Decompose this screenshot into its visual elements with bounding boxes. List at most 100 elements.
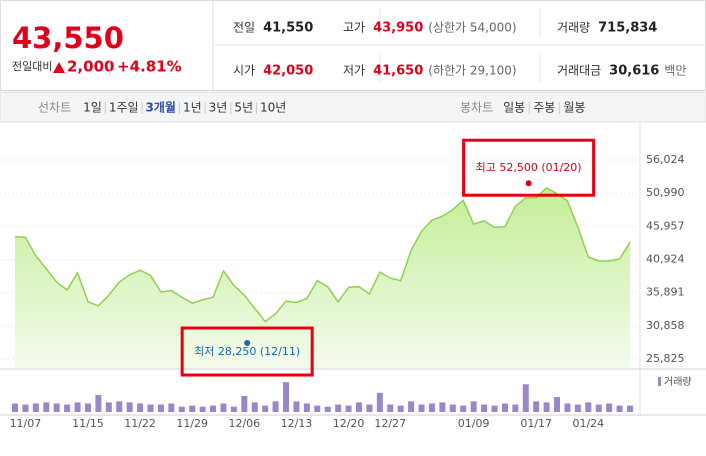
legend-label: 거래량 [664,376,692,388]
volume-bar [147,404,154,412]
volume-bar [43,402,50,412]
stat-label: 고가 [343,21,365,35]
volume-bar [408,401,415,412]
stat-note: (상한가 54,000) [428,21,516,35]
volume-bar [491,405,498,412]
volume-bar [512,404,519,412]
volume-bar [522,384,529,412]
up-icon [53,62,65,73]
period-tab[interactable]: 3개월 [146,100,176,115]
volume-bar [230,406,237,412]
volume-bar [32,403,39,412]
volume-bar [12,403,18,412]
stat-label: 시가 [233,64,255,78]
volume-bar [137,403,144,412]
volume-bar [157,404,164,412]
volume-bar [585,402,592,412]
stat-value: 715,834 [598,21,657,36]
stat-value: 30,616 [609,64,659,79]
candle-tab[interactable]: 주봉 [533,101,555,115]
volume-bar [314,405,321,412]
highlight-box [180,326,314,377]
volume-bar [418,404,425,412]
x-tick-label: 01/09 [458,417,490,430]
y-tick-label: 56,024 [646,153,685,166]
volume-bar [460,405,467,412]
volume-bar [95,394,102,412]
stat-note: 백만 [664,64,686,78]
volume-bar [22,404,29,412]
x-tick-label: 12/13 [281,417,313,430]
volume-bar [262,405,269,412]
x-tick-label: 12/20 [333,417,365,430]
x-tick-label: 11/07 [10,417,42,430]
volume-bar [241,396,248,412]
period-tab[interactable]: 3년 [209,101,228,115]
volume-bar [283,382,290,412]
volume-bar [554,397,561,412]
volume-bar [397,405,404,412]
y-tick-label: 45,957 [646,219,685,232]
candle-tab[interactable]: 월봉 [563,101,585,115]
x-tick-label: 12/27 [374,417,406,430]
stat-label: 전일 [233,21,255,35]
volume-bar [293,401,300,412]
volume-bar [126,402,133,412]
volume-bar [116,401,123,412]
y-tick-label: 30,858 [646,319,685,332]
stat-value: 43,950 [373,21,423,36]
period-tab[interactable]: 1년 [183,101,202,115]
volume-bar [178,406,185,412]
tab-bar [0,91,706,123]
volume-bar [324,406,331,412]
stat-value: 41,550 [263,21,313,36]
period-tab[interactable]: 1주일 [109,101,139,115]
stat-note: (하한가 29,100) [428,64,516,78]
volume-bar [345,405,352,412]
volume-bar [189,405,196,412]
volume-bar [335,404,342,412]
period-tab[interactable]: 1일 [83,101,102,115]
volume-bar [574,404,581,412]
extreme-label: 최고 52,500 (01/20) [476,161,582,174]
x-tick-label: 01/24 [572,417,604,430]
volume-bar [428,403,435,412]
volume-bar [439,402,446,412]
volume-bar [606,403,613,412]
tab-group-label: 봉차트 [460,101,493,115]
stat-value: 41,650 [373,64,423,79]
current-price: 43,550 [12,21,124,55]
period-tab[interactable]: 5년 [234,101,253,115]
volume-bar [481,404,488,412]
price-line [14,186,631,323]
volume-bar [272,401,279,412]
extreme-dot [525,180,532,187]
volume-bar [220,403,227,412]
price-area [15,187,630,368]
volume-bar [355,402,362,412]
volume-bar [168,403,175,412]
volume-bar [387,404,394,412]
x-tick-label: 11/29 [176,417,208,430]
volume-bar [303,403,310,412]
stat-label: 거래대금 [557,64,601,78]
volume-bar [501,403,508,412]
extreme-dot [244,340,251,347]
period-tab[interactable]: 10년 [260,101,286,115]
x-tick-label: 01/17 [520,417,552,430]
highlight-box [462,138,596,197]
stat-label: 거래량 [557,21,590,35]
x-tick-label: 11/22 [124,417,156,430]
volume-bar [449,404,456,412]
y-tick-label: 25,825 [646,352,685,365]
volume-bar [105,402,112,412]
y-tick-label: 40,924 [646,253,685,266]
volume-bar [84,403,91,412]
candle-tab[interactable]: 일봉 [503,101,525,115]
change-rate: +4.81% [117,58,182,76]
x-tick-label: 11/15 [72,417,104,430]
volume-bar [543,402,550,412]
volume-bar [199,406,206,412]
tab-group-label: 선차트 [38,101,71,115]
volume-bar [564,403,571,412]
